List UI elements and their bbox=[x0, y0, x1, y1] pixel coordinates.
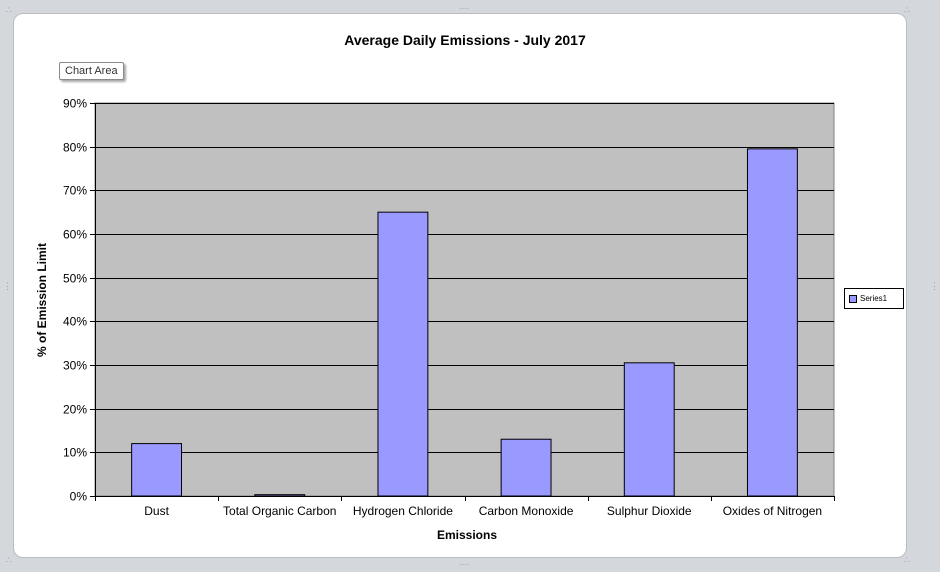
gridlines bbox=[95, 103, 834, 453]
y-tick-label: 80% bbox=[63, 141, 87, 155]
legend-entry-series1: Series1 bbox=[860, 294, 888, 303]
bar-dust[interactable] bbox=[131, 443, 183, 497]
bar-oxides-of-nitrogen[interactable] bbox=[746, 148, 798, 497]
bars bbox=[131, 148, 798, 497]
resize-handle-corner-tr[interactable]: ∴ bbox=[904, 5, 910, 15]
resize-handle-corner-bl[interactable]: ∴ bbox=[6, 555, 12, 565]
plot-area[interactable] bbox=[94, 102, 835, 497]
legend[interactable]: Series1 bbox=[844, 288, 904, 309]
resize-handle-corner-br[interactable]: ∴ bbox=[904, 555, 910, 565]
y-tick-label: 40% bbox=[63, 315, 87, 329]
y-tick-label: 70% bbox=[63, 184, 87, 198]
bar-total-organic-carbon[interactable] bbox=[254, 494, 306, 497]
bar-sulphur-dioxide[interactable] bbox=[623, 362, 675, 497]
resize-handle-right[interactable]: ⋮ bbox=[930, 281, 939, 291]
bar-carbon-monoxide[interactable] bbox=[500, 438, 552, 497]
chart-title: Average Daily Emissions - July 2017 bbox=[344, 32, 586, 48]
x-tick-label: Dust bbox=[144, 504, 169, 518]
y-tick-labels: 0% 10% 20% 30% 40% 50% 60% 70% 80% 90% bbox=[63, 97, 87, 504]
y-tick-label: 90% bbox=[63, 97, 87, 111]
y-axis-title: % of Emission Limit bbox=[35, 243, 49, 357]
x-tick-labels: Dust Total Organic Carbon Hydrogen Chlorid… bbox=[144, 504, 822, 518]
x-tick-label: Total Organic Carbon bbox=[223, 504, 336, 518]
y-tick-label: 10% bbox=[63, 446, 87, 460]
resize-handle-bottom[interactable]: ∙∙∙∙ bbox=[459, 559, 470, 569]
x-tick-label: Hydrogen Chloride bbox=[353, 504, 453, 518]
resize-handle-top[interactable]: ∙∙∙∙ bbox=[459, 3, 470, 13]
x-axis-title: Emissions bbox=[437, 528, 497, 542]
resize-handle-corner-tl[interactable]: ∴ bbox=[6, 5, 12, 15]
y-tick-label: 60% bbox=[63, 228, 87, 242]
y-tick-label: 20% bbox=[63, 403, 87, 417]
y-tick-label: 0% bbox=[70, 490, 88, 504]
chart-area-tooltip: Chart Area bbox=[59, 62, 124, 80]
x-tick-label: Oxides of Nitrogen bbox=[723, 504, 822, 518]
x-tick-label: Sulphur Dioxide bbox=[607, 504, 692, 518]
x-tick-label: Carbon Monoxide bbox=[479, 504, 574, 518]
resize-handle-left[interactable]: ⋮ bbox=[3, 281, 12, 291]
legend-swatch bbox=[849, 294, 857, 303]
y-tick-label: 50% bbox=[63, 272, 87, 286]
axes bbox=[90, 103, 835, 501]
bar-hydrogen-chloride[interactable] bbox=[377, 211, 429, 497]
y-tick-label: 30% bbox=[63, 359, 87, 373]
